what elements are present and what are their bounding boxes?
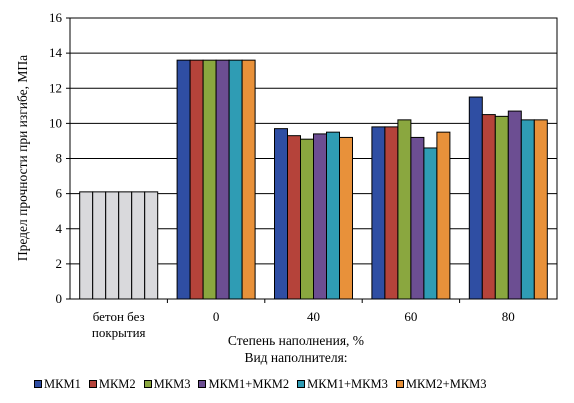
legend-swatch bbox=[297, 380, 306, 388]
y-tick-label: 14 bbox=[49, 45, 63, 60]
bar-МКМ2+МКМ3-3 bbox=[436, 131, 451, 300]
bar-МКМ1+МКМ3-3 bbox=[423, 147, 438, 300]
legend-label: МКМ3 bbox=[153, 376, 191, 391]
legend-swatch bbox=[88, 380, 97, 388]
bar-МКМ2-0 bbox=[92, 191, 107, 300]
legend-swatch bbox=[143, 380, 152, 388]
legend-item: МКМ2+МКМ3 bbox=[395, 376, 487, 392]
bar-МКМ1+МКМ2-4 bbox=[507, 110, 522, 300]
legend: МКМ1 МКМ2 МКМ3 МКМ1+МКМ2 МКМ1+МКМ3 МКМ2+МКМ3 bbox=[34, 374, 574, 394]
legend-label: МКМ2+МКМ3 bbox=[405, 376, 487, 391]
bar-МКМ3-0 bbox=[105, 191, 120, 300]
axes bbox=[66, 17, 558, 303]
bar-МКМ1+МКМ3-4 bbox=[520, 119, 535, 300]
bar-МКМ2-3 bbox=[384, 126, 399, 300]
legend-label: МКМ1 bbox=[44, 376, 81, 391]
bar-МКМ3-1 bbox=[202, 59, 217, 300]
bar-МКМ3-4 bbox=[494, 115, 509, 300]
legend-item: МКМ2 bbox=[88, 376, 136, 392]
y-tick-label: 6 bbox=[56, 186, 63, 201]
bar-МКМ2+МКМ3-2 bbox=[339, 136, 353, 300]
legend-item: МКМ1+МКМ2 bbox=[198, 377, 289, 392]
bar-МКМ3-3 bbox=[397, 119, 412, 300]
bars bbox=[79, 59, 548, 300]
legend-label: МКМ2 bbox=[98, 376, 136, 391]
legend-swatch bbox=[34, 380, 42, 388]
x-tick-label: 0 bbox=[213, 309, 220, 324]
legend-swatch bbox=[198, 380, 207, 388]
bar-МКМ1+МКМ3-1 bbox=[228, 59, 243, 300]
y-tick-label: 0 bbox=[56, 291, 63, 306]
legend-title: Вид наполнителя: bbox=[244, 350, 347, 365]
y-tick-label: 16 bbox=[49, 10, 63, 25]
y-tick-label: 8 bbox=[56, 151, 63, 166]
bar-МКМ1+МКМ3-0 bbox=[131, 191, 146, 300]
y-tick-labels: 0 2 4 6 8 10 12 14 16 bbox=[49, 10, 63, 306]
x-tick-label: бетон без bbox=[93, 309, 145, 324]
bar-МКМ1-3 bbox=[371, 126, 386, 300]
bar-МКМ1-1 bbox=[176, 59, 191, 300]
legend-item: МКМ3 bbox=[143, 376, 191, 392]
legend-item: МКМ1 bbox=[34, 377, 81, 392]
bar-МКМ3-2 bbox=[300, 138, 314, 300]
bar-МКМ1-0 bbox=[79, 191, 94, 300]
legend-item: МКМ1+МКМ3 bbox=[297, 377, 388, 392]
x-tick-label: 80 bbox=[502, 309, 515, 324]
legend-label: МКМ1+МКМ2 bbox=[208, 376, 290, 391]
legend-label: МКМ1+МКМ3 bbox=[307, 376, 388, 391]
bar-МКМ2+МКМ3-0 bbox=[144, 191, 159, 300]
y-tick-label: 4 bbox=[56, 221, 63, 236]
y-axis-label: Предел прочности при изгибе, МПа bbox=[15, 55, 30, 261]
x-tick-label: 60 bbox=[404, 309, 417, 324]
bar-МКМ1+МКМ2-0 bbox=[118, 191, 133, 300]
y-tick-label: 2 bbox=[56, 256, 63, 271]
x-tick-label: покрытия bbox=[92, 325, 146, 340]
bar-МКМ1+МКМ2-1 bbox=[215, 59, 230, 300]
y-tick-label: 10 bbox=[49, 115, 62, 130]
x-tick-label: 40 bbox=[307, 309, 320, 324]
bar-МКМ1+МКМ3-2 bbox=[326, 131, 340, 300]
legend-swatch bbox=[395, 380, 404, 388]
bar-МКМ2+МКМ3-1 bbox=[241, 59, 256, 300]
bar-МКМ2+МКМ3-4 bbox=[533, 119, 548, 300]
bar-МКМ1-4 bbox=[468, 96, 483, 300]
bar-МКМ2-1 bbox=[189, 59, 204, 300]
bar-МКМ1-2 bbox=[274, 128, 288, 300]
bar-МКМ2-4 bbox=[481, 114, 496, 300]
bar-МКМ1+МКМ2-3 bbox=[410, 136, 425, 300]
bar-МКМ2-2 bbox=[287, 135, 301, 300]
y-tick-label: 12 bbox=[49, 80, 62, 95]
bar-МКМ1+МКМ2-2 bbox=[313, 133, 327, 300]
x-axis-label: Степень наполнения, % bbox=[228, 333, 364, 348]
